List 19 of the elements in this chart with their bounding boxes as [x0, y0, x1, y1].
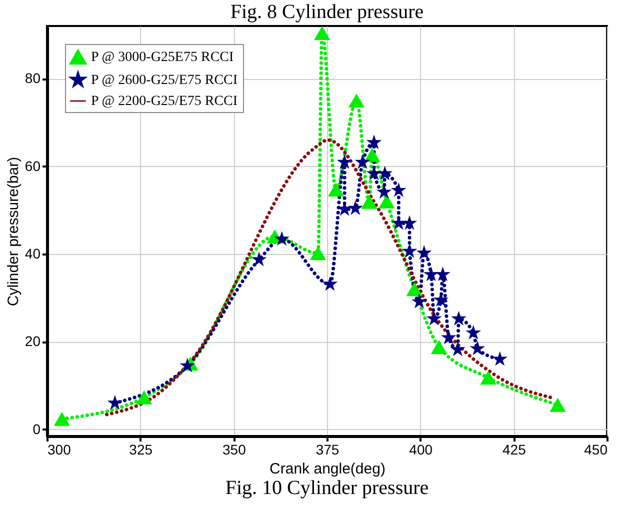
legend-label: P @ 2200-G25/E75 RCCI: [91, 94, 238, 109]
y-tick-label: 20: [24, 333, 41, 350]
y-tick-label: 80: [24, 70, 41, 86]
caption: Fig. 8 Cylinder pressure: [230, 1, 424, 23]
x-tick-label: 375: [316, 442, 340, 458]
y-tick-label: 60: [24, 158, 41, 174]
x-tick-label: 450: [584, 442, 608, 458]
x-tick-label: 325: [129, 442, 153, 458]
legend-label: P @ 2600-G25/E75 RCCI: [91, 73, 238, 88]
y-axis-title: Cylinder pressure(bar): [4, 156, 22, 306]
caption: Fig. 10 Cylinder pressure: [225, 477, 429, 499]
x-tick-label: 350: [222, 442, 246, 458]
y-tick-label: 40: [24, 246, 41, 262]
x-tick-label: 425: [502, 442, 526, 458]
legend-label: P @ 3000-G25E75 RCCI: [91, 50, 234, 65]
x-axis-title: Crank angle(deg): [270, 460, 386, 478]
x-tick-label: 300: [48, 442, 72, 458]
x-tick-label: 400: [409, 442, 433, 458]
y-tick-label: 0: [32, 420, 41, 437]
